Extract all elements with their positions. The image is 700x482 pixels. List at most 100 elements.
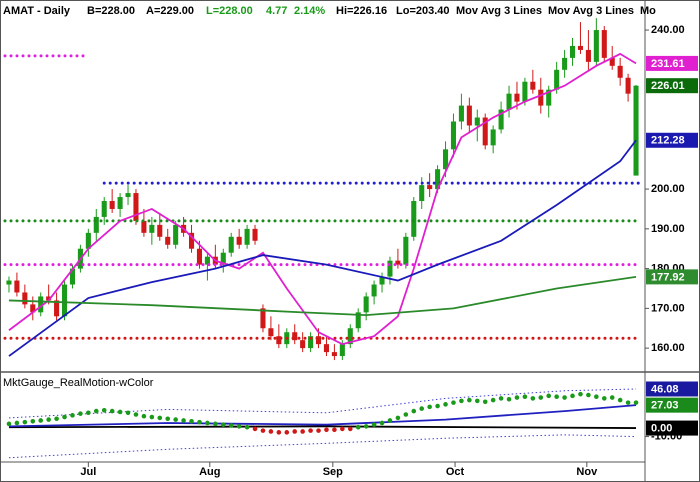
y-tick-label: 240.00	[651, 24, 685, 36]
price-tag-label: 0.00	[651, 422, 672, 434]
motion-dot	[205, 420, 210, 426]
motion-dot	[236, 424, 242, 429]
candle-body	[601, 30, 607, 58]
candle-body	[609, 57, 615, 66]
motion-dot	[181, 418, 186, 423]
candle-body	[220, 252, 226, 265]
candle-body	[387, 260, 393, 277]
ma-line	[8, 139, 637, 357]
candle-body	[379, 276, 385, 285]
motion-dot	[78, 411, 83, 416]
header-text: AMAT - Daily	[3, 5, 71, 17]
motion-dot	[197, 419, 202, 425]
candle-body	[411, 201, 417, 237]
candle-body	[308, 336, 314, 349]
candle-body	[474, 117, 480, 126]
motion-dot	[562, 395, 567, 400]
candle-body	[331, 352, 337, 357]
motion-dot	[228, 423, 234, 428]
motion-dot	[601, 396, 607, 401]
header-text: B=228.00	[87, 5, 135, 17]
candle-body	[442, 149, 449, 170]
ma-line	[8, 388, 637, 419]
ma-line	[8, 404, 637, 428]
x-tick-label: Jul	[80, 466, 96, 478]
x-tick-label: Sep	[323, 466, 343, 478]
ma-line	[8, 52, 637, 346]
candle-body	[347, 328, 353, 345]
ma-line	[8, 425, 637, 429]
candle-body	[466, 105, 472, 126]
candle-body	[93, 216, 99, 233]
candle-body	[419, 185, 425, 202]
candle-body	[268, 328, 274, 337]
candle-body	[554, 69, 560, 90]
candle-body	[252, 228, 258, 241]
header-text: 4.77	[266, 5, 287, 17]
x-tick-label: Nov	[576, 466, 598, 478]
header-text: Hi=226.16	[336, 5, 387, 17]
motion-dot	[213, 421, 218, 427]
price-tag-label: 226.01	[651, 80, 685, 92]
candle-body	[109, 201, 115, 209]
motion-dot	[133, 412, 139, 417]
motion-dot	[459, 398, 464, 404]
motion-dot	[316, 428, 321, 433]
y-tick-label: 200.00	[651, 183, 685, 195]
motion-dot	[324, 427, 329, 433]
candle-body	[260, 308, 266, 329]
candle-body	[617, 65, 623, 78]
candle-body	[188, 232, 195, 249]
motion-dot	[62, 414, 67, 420]
motion-dot	[578, 391, 583, 397]
header-text: L=228.00	[206, 5, 253, 17]
motion-dot	[482, 399, 488, 405]
motion-dot	[625, 400, 631, 405]
motion-dot	[586, 392, 591, 398]
motion-dot	[570, 393, 575, 399]
motion-dot	[371, 422, 377, 427]
candle-body	[625, 77, 631, 94]
motion-dot	[141, 413, 147, 419]
motion-dot	[347, 426, 353, 432]
motion-dot	[22, 419, 28, 425]
price-tag	[646, 269, 698, 285]
candle-body	[498, 109, 504, 130]
candle-body	[101, 201, 107, 217]
motion-dot	[268, 429, 274, 434]
panel-title: MktGauge_RealMotion-wColor	[3, 377, 154, 389]
candle-body	[363, 296, 369, 313]
price-tag	[646, 381, 698, 397]
motion-dot	[474, 398, 480, 404]
y-tick-label: 170.00	[651, 302, 685, 314]
candle-body	[569, 45, 576, 58]
candle-body	[562, 57, 568, 70]
motion-dot	[54, 416, 59, 422]
motion-dot	[530, 396, 536, 401]
motion-dot	[149, 414, 155, 420]
motion-dot	[252, 426, 258, 432]
candle-body	[339, 344, 345, 357]
candle-body	[22, 292, 28, 305]
motion-dot	[292, 429, 298, 434]
motion-dot	[30, 418, 36, 424]
motion-dot	[554, 394, 559, 399]
candle-body	[117, 197, 123, 209]
candle-body	[236, 236, 242, 245]
motion-dot	[467, 397, 472, 403]
candle-body	[490, 129, 496, 146]
price-tag-label: 212.28	[651, 135, 685, 147]
motion-dot	[435, 403, 440, 409]
motion-dot	[355, 424, 361, 430]
motion-dot	[308, 428, 313, 433]
candle-body	[149, 224, 155, 233]
candle-body	[355, 312, 361, 329]
candle-body	[6, 280, 12, 285]
motion-dot	[165, 416, 171, 422]
motion-dot	[6, 421, 12, 427]
candle-body	[585, 49, 591, 62]
motion-dot	[490, 397, 496, 403]
x-tick-label: Oct	[446, 466, 465, 478]
